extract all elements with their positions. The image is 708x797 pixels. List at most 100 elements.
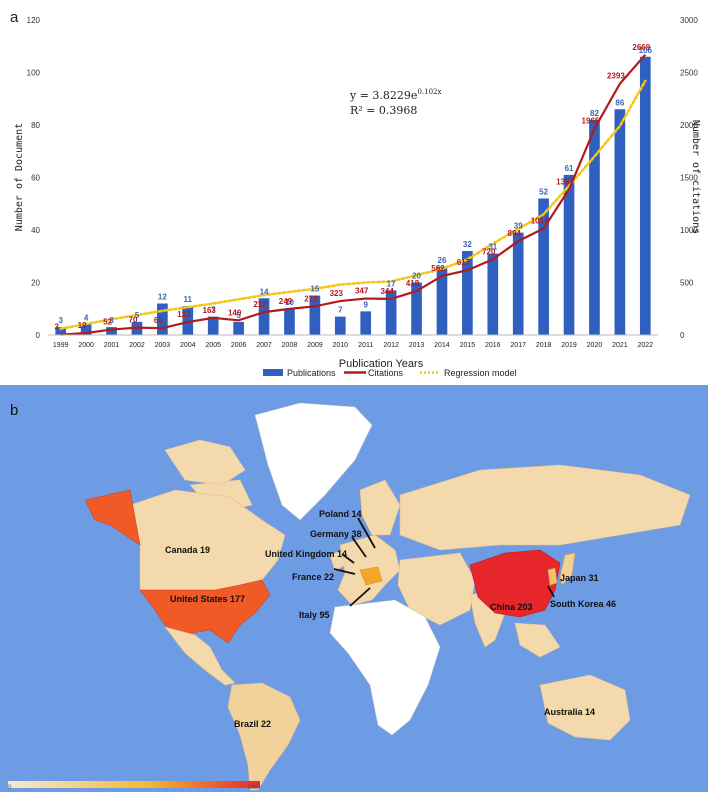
data-label-citations: 140 — [228, 308, 242, 317]
bar-publications — [385, 290, 397, 335]
data-label-citations: 70 — [129, 316, 138, 325]
bar-publications — [563, 174, 575, 335]
africa-shape — [329, 599, 441, 736]
data-label-publications: 82 — [590, 109, 599, 118]
data-label-citations: 418 — [406, 279, 420, 288]
data-label-citations: 123 — [177, 310, 191, 319]
x-tick-label: 2021 — [612, 342, 628, 349]
country-labels: Canada 19 United States 177 Brazil 22 Un… — [165, 509, 616, 729]
data-label-publications: 11 — [184, 295, 193, 304]
data-label-citations: 894 — [508, 229, 522, 238]
x-tick-label: 2010 — [333, 342, 349, 349]
panel-b-label: b — [10, 402, 18, 419]
scandinavia-shape — [359, 479, 401, 536]
data-label-publications: 12 — [158, 293, 167, 302]
x-tick-label: 2009 — [307, 342, 323, 349]
bar-publications — [512, 232, 524, 335]
label-south-korea: South Korea 46 — [550, 599, 616, 609]
y-tick-right: 3000 — [680, 16, 698, 25]
bar-publications — [284, 308, 295, 335]
data-label-citations: 1965 — [582, 117, 600, 126]
bar-publications — [233, 321, 244, 335]
data-label-publications: 86 — [615, 98, 624, 107]
china-shape — [469, 549, 561, 618]
y-tick-left: 80 — [31, 121, 40, 130]
southeast-asia-shape — [514, 622, 561, 658]
label-france: France 22 — [292, 572, 334, 582]
united-states-shape — [139, 579, 271, 644]
y-tick-right: 0 — [680, 331, 685, 340]
data-label-publications: 52 — [539, 188, 548, 197]
data-label-citations: 19 — [78, 321, 87, 330]
data-label-citations: 720 — [482, 247, 496, 256]
japan-shape — [559, 552, 576, 586]
label-united-states: United States 177 — [170, 594, 245, 604]
x-tick-label: 2005 — [205, 342, 221, 349]
x-tick-label: 2012 — [383, 342, 399, 349]
uk-shape — [329, 549, 346, 572]
x-tick-label: 2001 — [104, 342, 120, 349]
callout-arrows — [333, 517, 555, 607]
x-tick-label: 2015 — [460, 342, 476, 349]
arrow-germany — [351, 536, 367, 558]
data-label-citations: 1014 — [531, 217, 549, 226]
formula-annotation: y = 3.8229e0.102x — [349, 88, 441, 102]
middle-east-shape — [397, 552, 476, 626]
bar-publications — [55, 327, 67, 335]
data-label-citations: 3 — [54, 323, 59, 332]
data-label-publications: 7 — [338, 306, 343, 315]
label-germany: Germany 38 — [310, 529, 362, 539]
legend-label-regression: Regression model — [444, 368, 517, 378]
bar-publications — [360, 311, 372, 335]
chart-panel: a 3 4 3 5 12 11 7 5 14 10 15 7 9 17 20 26 32 31 39 52 61 82 86… — [0, 0, 708, 385]
data-label-publications: 9 — [363, 300, 368, 309]
data-label-publications: 106 — [639, 46, 653, 55]
russia-shape — [399, 464, 691, 551]
data-label-publications: 31 — [488, 243, 497, 252]
data-label-publications: 5 — [236, 311, 241, 320]
data-label-publications: 3 — [58, 316, 63, 325]
x-tick-label: 2022 — [638, 342, 654, 349]
bar-publications — [639, 56, 651, 335]
y-tick-right: 1000 — [680, 226, 698, 235]
data-label-publications: 15 — [310, 285, 319, 294]
y-tick-left: 100 — [27, 69, 41, 78]
data-label-citations: 617 — [457, 258, 471, 267]
bar-publications — [538, 198, 549, 335]
x-tick-label: 2007 — [256, 342, 272, 349]
data-label-citations: 2393 — [607, 72, 625, 81]
south-america-shape — [227, 682, 301, 791]
central-america-shape — [164, 626, 236, 686]
citations-line — [60, 54, 647, 336]
world-map-panel: b — [0, 385, 708, 792]
label-brazil: Brazil 22 — [234, 719, 271, 729]
y-axis-title-left: Number of Document — [14, 123, 25, 231]
data-label-citations: 344 — [380, 287, 394, 296]
data-label-citations: 562 — [431, 264, 445, 273]
x-tick-label: 2008 — [282, 342, 298, 349]
bar-publications — [589, 119, 600, 335]
bar-publications — [80, 324, 92, 335]
legend-swatch-publications — [263, 369, 283, 376]
data-label-publications: 5 — [135, 311, 140, 320]
y-tick-right: 1500 — [680, 174, 698, 183]
arrow-south-korea — [547, 585, 555, 598]
data-label-citations: 52 — [103, 318, 112, 327]
color-scale-bar — [8, 781, 260, 788]
y-axis-title-right: Number of citations — [690, 120, 701, 234]
canada-shape — [129, 489, 286, 591]
y-tick-left: 40 — [31, 226, 40, 235]
bar-publications — [106, 327, 117, 335]
regression-line — [59, 79, 647, 331]
data-label-citations: 347 — [355, 287, 369, 296]
x-tick-label: 2004 — [180, 342, 196, 349]
data-label-citations: 1387 — [556, 177, 574, 186]
arrow-united-kingdom — [341, 553, 355, 564]
label-japan: Japan 31 — [560, 573, 599, 583]
south-korea-shape — [547, 567, 558, 586]
y-tick-left: 0 — [36, 331, 41, 340]
label-united-kingdom: United Kingdom 14 — [265, 549, 347, 559]
label-canada: Canada 19 — [165, 545, 210, 555]
x-tick-label: 2006 — [231, 342, 247, 349]
panel-a-label: a — [10, 9, 19, 26]
